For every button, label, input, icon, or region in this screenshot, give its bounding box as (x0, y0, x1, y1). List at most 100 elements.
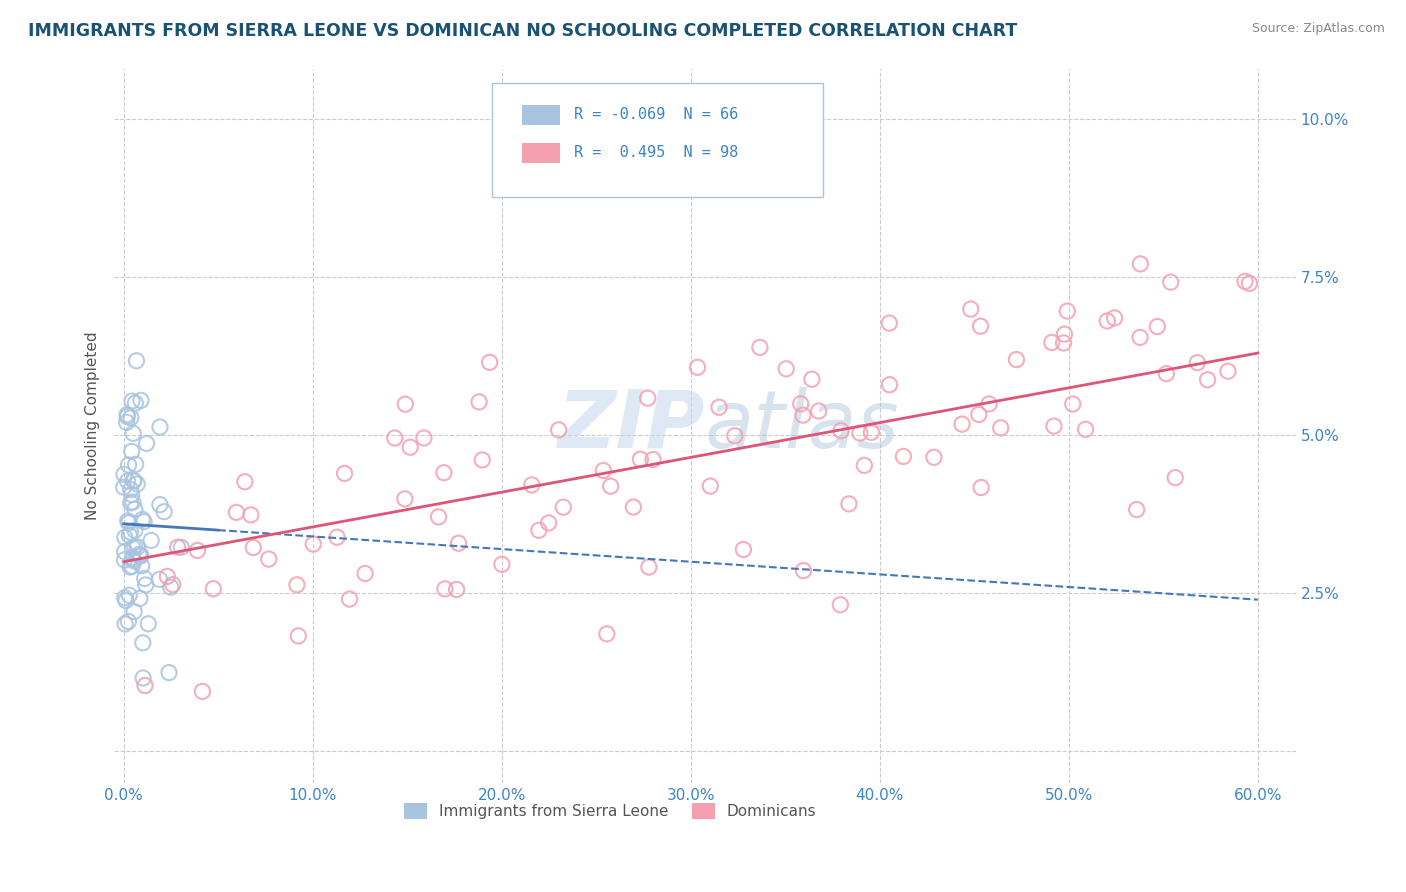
Point (394, 491, 416, 506)
Point (1005, 352, 1028, 367)
Point (153, 505, 176, 519)
Point (853, 458, 876, 473)
Point (132, 671, 155, 685)
Point (114, 531, 136, 545)
Point (1197, 373, 1219, 387)
Point (118, 588, 141, 602)
Text: R = -0.069  N = 66: R = -0.069 N = 66 (574, 107, 738, 122)
Point (132, 636, 155, 650)
Point (699, 479, 721, 493)
Point (427, 509, 450, 524)
Point (491, 558, 513, 572)
Point (125, 353, 148, 368)
Point (326, 530, 349, 544)
Point (478, 355, 501, 369)
FancyBboxPatch shape (522, 143, 560, 163)
Point (1053, 327, 1076, 342)
Point (117, 474, 139, 488)
Point (399, 440, 422, 454)
Point (191, 684, 214, 698)
Text: R =  0.495  N = 98: R = 0.495 N = 98 (574, 145, 738, 161)
Point (1104, 310, 1126, 325)
Point (1040, 335, 1063, 350)
Point (124, 396, 146, 410)
Point (124, 502, 146, 516)
Point (339, 592, 361, 607)
Point (1156, 367, 1178, 381)
Point (860, 425, 883, 440)
Point (447, 536, 470, 550)
Point (596, 627, 619, 641)
Point (114, 591, 136, 605)
Point (242, 541, 264, 555)
Point (118, 516, 141, 530)
Point (117, 615, 139, 629)
Point (156, 569, 179, 583)
Point (471, 453, 494, 467)
Point (959, 302, 981, 317)
Point (117, 409, 139, 424)
Point (468, 395, 491, 409)
Point (225, 505, 247, 519)
Point (950, 417, 973, 431)
Point (547, 423, 569, 437)
Point (628, 452, 651, 467)
Y-axis label: No Schooling Completed: No Schooling Completed (86, 332, 100, 520)
Point (354, 566, 377, 581)
Point (129, 393, 152, 408)
Point (599, 479, 621, 493)
Point (838, 497, 860, 511)
Point (157, 665, 180, 680)
Point (1052, 335, 1074, 350)
Point (114, 617, 136, 632)
Point (117, 514, 139, 528)
Point (134, 679, 156, 693)
Point (170, 541, 193, 555)
Point (121, 394, 143, 409)
Point (121, 444, 143, 458)
Point (707, 401, 730, 415)
Point (120, 525, 142, 540)
Point (638, 560, 661, 574)
Point (922, 450, 945, 465)
Point (1043, 419, 1066, 434)
Point (166, 540, 188, 554)
Point (141, 533, 163, 548)
Point (148, 572, 170, 586)
Point (117, 458, 139, 472)
Point (641, 452, 664, 467)
Point (413, 431, 436, 445)
Text: atlas: atlas (704, 387, 900, 465)
Point (114, 545, 136, 559)
Point (977, 397, 1000, 411)
Point (129, 549, 152, 563)
Legend: Immigrants from Sierra Leone, Dominicans: Immigrants from Sierra Leone, Dominicans (398, 797, 823, 825)
Point (120, 483, 142, 497)
Point (775, 361, 797, 376)
Point (121, 559, 143, 574)
Point (122, 426, 145, 441)
Point (114, 593, 136, 607)
Point (128, 591, 150, 606)
Point (1239, 277, 1261, 291)
Point (970, 481, 993, 495)
Point (132, 515, 155, 529)
Point (879, 316, 901, 330)
Point (792, 408, 814, 422)
Point (115, 415, 138, 429)
Text: IMMIGRANTS FROM SIERRA LEONE VS DOMINICAN NO SCHOOLING COMPLETED CORRELATION CHA: IMMIGRANTS FROM SIERRA LEONE VS DOMINICA… (28, 22, 1018, 40)
Point (621, 500, 644, 515)
Point (1097, 314, 1119, 328)
Point (121, 487, 143, 501)
Point (1125, 502, 1147, 516)
Point (128, 548, 150, 562)
Point (135, 578, 157, 592)
Point (724, 429, 747, 443)
Point (537, 516, 560, 530)
Point (202, 582, 225, 596)
Point (135, 436, 157, 450)
Point (800, 372, 823, 386)
Point (967, 408, 990, 422)
Point (1129, 330, 1152, 344)
Point (115, 408, 138, 422)
